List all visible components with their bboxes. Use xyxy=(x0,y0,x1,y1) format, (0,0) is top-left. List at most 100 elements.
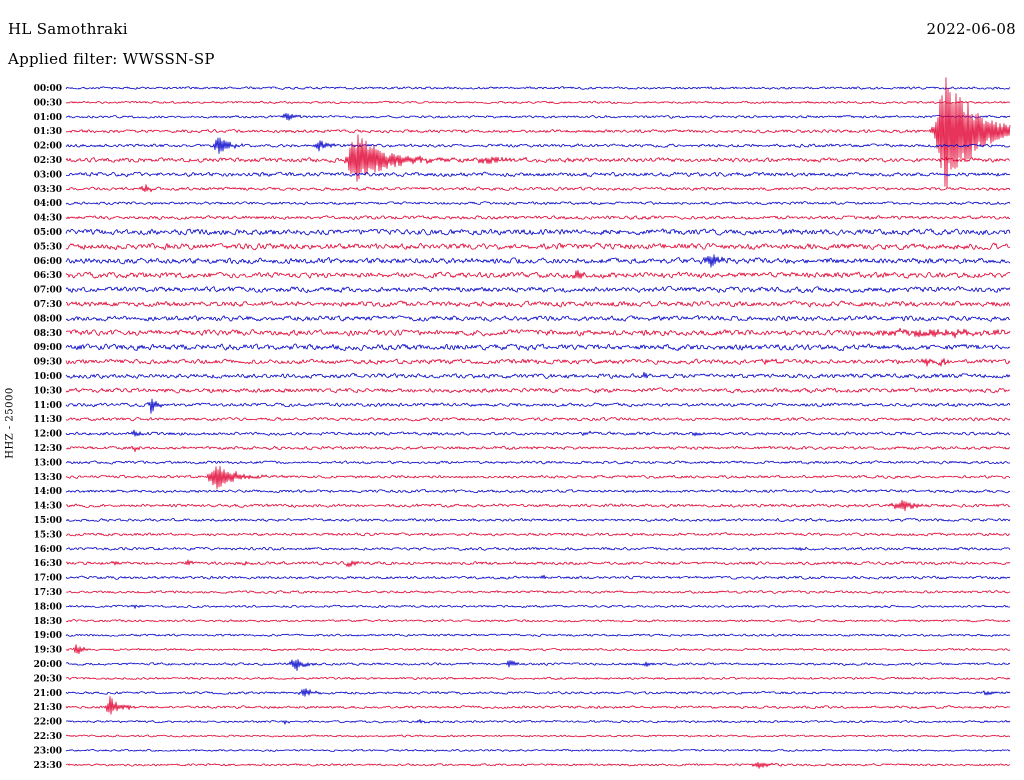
seismo-trace xyxy=(65,688,1011,697)
trace-time-label: 13:30 xyxy=(34,473,62,483)
trace-time-label: 07:30 xyxy=(34,300,62,310)
seismo-trace xyxy=(65,633,1011,637)
trace-time-label: 22:30 xyxy=(34,732,62,742)
seismo-trace xyxy=(65,215,1011,220)
trace-time-label: 05:00 xyxy=(34,228,62,238)
seismo-trace xyxy=(65,387,1011,394)
seismo-trace xyxy=(65,734,1010,738)
seismo-trace xyxy=(65,77,1011,189)
seismo-trace xyxy=(65,254,1011,268)
trace-time-label: 08:30 xyxy=(34,329,62,339)
seismo-trace xyxy=(65,429,1011,437)
seismo-trace xyxy=(65,590,1011,594)
seismo-trace xyxy=(65,619,1011,623)
seismo-trace xyxy=(65,445,1010,453)
trace-time-label: 15:30 xyxy=(34,530,62,540)
trace-time-label: 18:00 xyxy=(34,602,62,612)
trace-time-label: 18:30 xyxy=(34,617,62,627)
trace-time-label: 00:30 xyxy=(34,98,62,108)
trace-time-label: 21:30 xyxy=(34,703,62,713)
trace-time-label: 01:30 xyxy=(34,127,62,137)
trace-time-label: 00:00 xyxy=(34,84,62,94)
trace-time-label: 12:00 xyxy=(34,430,62,440)
trace-time-label: 02:00 xyxy=(34,142,62,152)
trace-time-label: 04:30 xyxy=(34,214,62,224)
trace-time-label: 09:30 xyxy=(34,358,62,368)
seismo-trace xyxy=(65,371,1011,379)
seismo-trace xyxy=(65,184,1011,193)
trace-time-label: 13:00 xyxy=(34,458,62,468)
seismo-trace xyxy=(65,242,1010,251)
seismo-trace xyxy=(65,315,1011,322)
trace-time-label: 04:00 xyxy=(34,199,62,209)
seismo-trace xyxy=(65,100,1011,104)
seismo-trace xyxy=(65,398,1011,414)
trace-time-label: 01:00 xyxy=(34,113,62,123)
trace-time-label: 17:00 xyxy=(34,574,62,584)
trace-time-label: 02:30 xyxy=(34,156,62,166)
trace-time-label: 07:00 xyxy=(34,286,62,296)
trace-time-label: 20:30 xyxy=(34,674,62,684)
seismo-trace xyxy=(65,761,1011,769)
trace-time-label: 09:00 xyxy=(34,343,62,353)
trace-time-label: 22:00 xyxy=(34,718,62,728)
seismo-trace xyxy=(65,676,1011,680)
trace-time-label: 17:30 xyxy=(34,588,62,598)
seismo-trace xyxy=(65,465,1011,490)
trace-time-label: 12:30 xyxy=(34,444,62,454)
trace-time-label: 19:30 xyxy=(34,646,62,656)
seismo-trace xyxy=(65,416,1011,422)
seismo-trace xyxy=(65,604,1011,609)
seismo-trace xyxy=(65,358,1011,367)
trace-time-label: 14:00 xyxy=(34,487,62,497)
seismo-trace xyxy=(65,546,1011,551)
trace-time-label: 20:00 xyxy=(34,660,62,670)
seismo-trace xyxy=(65,532,1011,537)
trace-time-label: 14:30 xyxy=(34,502,62,512)
trace-time-label: 10:30 xyxy=(34,386,62,396)
seismo-trace xyxy=(65,719,1011,725)
station-name: HL Samothraki xyxy=(8,20,128,38)
date-label: 2022-06-08 xyxy=(926,20,1016,38)
seismo-trace xyxy=(65,749,1011,752)
trace-time-label: 03:00 xyxy=(34,170,62,180)
seismo-trace xyxy=(65,574,1011,580)
seismo-trace xyxy=(65,659,1011,671)
seismo-trace xyxy=(65,499,1011,512)
trace-time-label: 16:00 xyxy=(34,545,62,555)
trace-time-label: 06:30 xyxy=(34,271,62,281)
seismo-trace xyxy=(65,228,1011,236)
seismo-trace xyxy=(65,460,1011,465)
seismo-trace xyxy=(65,286,1011,294)
seismo-trace xyxy=(65,489,1011,494)
trace-time-label: 11:30 xyxy=(34,415,62,425)
seismo-trace xyxy=(65,300,1011,308)
trace-time-label: 08:00 xyxy=(34,314,62,324)
seismo-trace xyxy=(65,134,1011,182)
trace-time-label: 16:30 xyxy=(34,559,62,569)
seismo-trace xyxy=(65,327,1011,339)
trace-time-label: 15:00 xyxy=(34,516,62,526)
seismo-trace xyxy=(65,696,1011,715)
seismo-trace xyxy=(65,137,1011,154)
seismo-trace xyxy=(65,112,1011,121)
trace-time-label: 21:00 xyxy=(34,689,62,699)
trace-time-label: 19:00 xyxy=(34,631,62,641)
trace-time-label: 23:00 xyxy=(34,746,62,756)
trace-time-label: 03:30 xyxy=(34,185,62,195)
seismo-trace xyxy=(65,269,1011,279)
seismo-trace xyxy=(65,343,1011,352)
seismo-trace xyxy=(65,644,1011,655)
trace-time-label: 11:00 xyxy=(34,401,62,411)
seismo-trace xyxy=(65,559,1011,568)
seismo-trace xyxy=(65,201,1011,206)
trace-time-label: 23:30 xyxy=(34,761,62,771)
seismo-trace xyxy=(65,171,1011,178)
trace-time-label: 10:00 xyxy=(34,372,62,382)
trace-time-label: 05:30 xyxy=(34,242,62,252)
trace-time-label: 06:00 xyxy=(34,257,62,267)
seismo-trace xyxy=(65,86,1011,90)
seismo-trace xyxy=(65,518,1011,522)
